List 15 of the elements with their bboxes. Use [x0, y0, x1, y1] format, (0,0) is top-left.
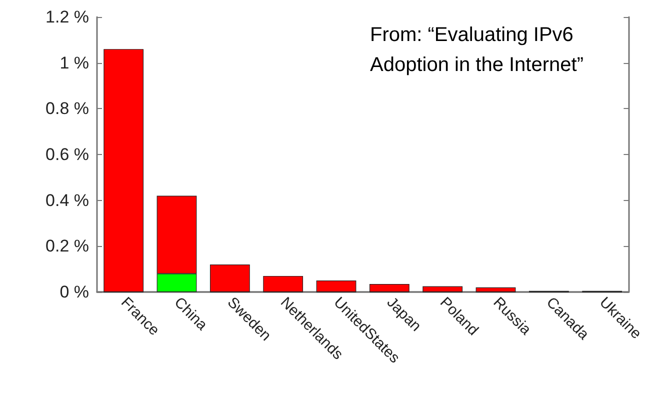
bar: [104, 49, 144, 292]
y-tick-label: 0 %: [60, 282, 89, 302]
y-tick-label: 0.6 %: [46, 145, 89, 164]
y-tick-label: 1 %: [60, 53, 89, 72]
bar: [476, 287, 516, 292]
bar: [210, 264, 250, 292]
y-tick-label: 0.8 %: [46, 99, 89, 118]
annotation: From: “Evaluating IPv6 Adoption in the Internet”: [370, 24, 584, 76]
y-tick-label: 0.2 %: [46, 236, 89, 256]
bar: [369, 284, 410, 292]
y-tick-label: 0.4 %: [46, 190, 89, 210]
y-tick-label: 1.2 %: [46, 8, 89, 26]
bar: [263, 276, 304, 292]
bar: [422, 286, 463, 292]
bar: [316, 280, 356, 292]
